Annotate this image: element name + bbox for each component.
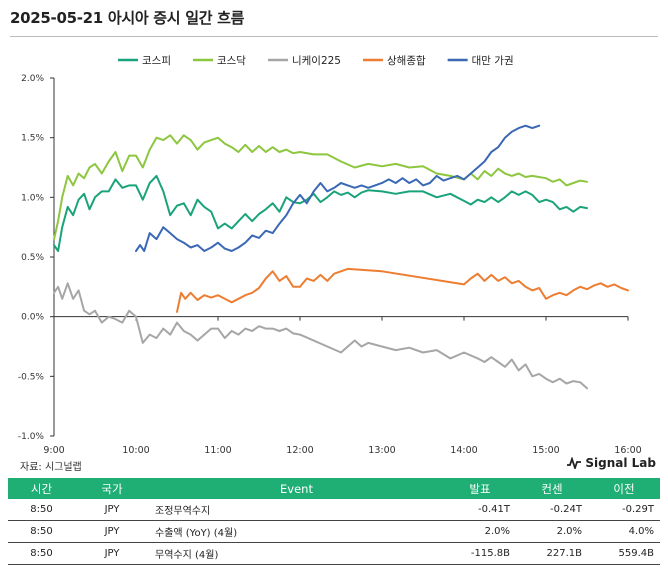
series-line (53, 134, 588, 241)
legend-label: 코스닥 (217, 55, 246, 67)
chart-axes: 2.0% 1.5% 1.0% 0.5% 0.0% -0.5% -1.0% 9:00 10:00 1… (18, 74, 642, 456)
y-tick-label: -0.5% (18, 372, 45, 382)
cell-consensus: -0.24T (516, 499, 588, 521)
cell-consensus: 2.0% (516, 520, 588, 543)
x-tick-label: 9:00 (43, 445, 64, 456)
table-row: 8:50 JPY 조정무역수지 -0.41T -0.24T -0.29T (8, 499, 660, 521)
cell-country: JPY (75, 520, 149, 543)
cell-consensus: 227.1B (516, 542, 588, 565)
cell-previous: -0.29T (588, 499, 660, 521)
chart-legend: 코스피 코스닥 니케이225 상해종합 대만 가권 (118, 54, 514, 67)
col-header-event: Event (149, 478, 444, 499)
y-tick-label: 0.0% (21, 313, 44, 323)
legend-label: 상해종합 (387, 54, 426, 67)
y-tick-label: 1.5% (21, 134, 44, 144)
cell-event: 수출액 (YoY) (4월) (149, 520, 444, 543)
economic-events-table: 시간 국가 Event 발표 컨센 이전 8:50 JPY 조정무역수지 -0.… (8, 478, 660, 565)
table-row: 8:50 JPY 수출액 (YoY) (4월) 2.0% 2.0% 4.0% (8, 520, 660, 543)
table-header-row: 시간 국가 Event 발표 컨센 이전 (8, 478, 660, 499)
x-tick-label: 11:00 (204, 445, 231, 456)
y-tick-label: 2.0% (21, 74, 44, 84)
cell-event: 조정무역수지 (149, 499, 444, 521)
pulse-icon (567, 457, 582, 469)
source-label: 자료: 시그널랩 (20, 462, 82, 473)
table-row: 8:50 JPY 무역수지 (4월) -115.8B 227.1B 559.4B (8, 542, 660, 565)
x-tick-label: 15:00 (532, 445, 559, 456)
series-line (53, 174, 588, 252)
page-title: 2025-05-21 아시아 증시 일간 흐름 (10, 9, 245, 27)
brand-name: Signal Lab (585, 456, 656, 470)
cell-actual: -115.8B (444, 542, 516, 565)
y-tick-label: 0.5% (21, 253, 44, 263)
x-tick-label: 16:00 (614, 445, 641, 456)
legend-label: 니케이225 (292, 55, 341, 67)
y-tick-label: -1.0% (18, 432, 45, 442)
cell-country: JPY (75, 499, 149, 521)
col-header-actual: 발표 (444, 478, 516, 499)
cell-time: 8:50 (8, 542, 75, 565)
col-header-consensus: 컨센 (516, 478, 588, 499)
cell-previous: 4.0% (588, 520, 660, 543)
series-line (135, 124, 541, 252)
cell-country: JPY (75, 542, 149, 565)
legend-label: 코스피 (142, 55, 171, 67)
brand-logo: Signal Lab (567, 456, 656, 470)
x-tick-label: 14:00 (450, 445, 477, 456)
cell-time: 8:50 (8, 520, 75, 543)
series-line (53, 282, 588, 390)
cell-event: 무역수지 (4월) (149, 542, 444, 565)
cell-actual: -0.41T (444, 499, 516, 521)
x-tick-label: 10:00 (122, 445, 149, 456)
cell-time: 8:50 (8, 499, 75, 521)
col-header-country: 국가 (75, 478, 149, 499)
x-tick-label: 13:00 (368, 445, 395, 456)
title-divider (10, 36, 658, 37)
series-line (176, 267, 629, 313)
col-header-time: 시간 (8, 478, 75, 499)
index-line-chart: 코스피 코스닥 니케이225 상해종합 대만 가권 2.0% 1.5% 1.0% 0.5% 0.… (18, 54, 642, 456)
legend-label: 대만 가권 (472, 55, 514, 67)
y-tick-label: 1.0% (21, 193, 44, 203)
col-header-previous: 이전 (588, 478, 660, 499)
chart-series (53, 124, 629, 390)
x-tick-label: 12:00 (286, 445, 313, 456)
cell-previous: 559.4B (588, 542, 660, 565)
cell-actual: 2.0% (444, 520, 516, 543)
